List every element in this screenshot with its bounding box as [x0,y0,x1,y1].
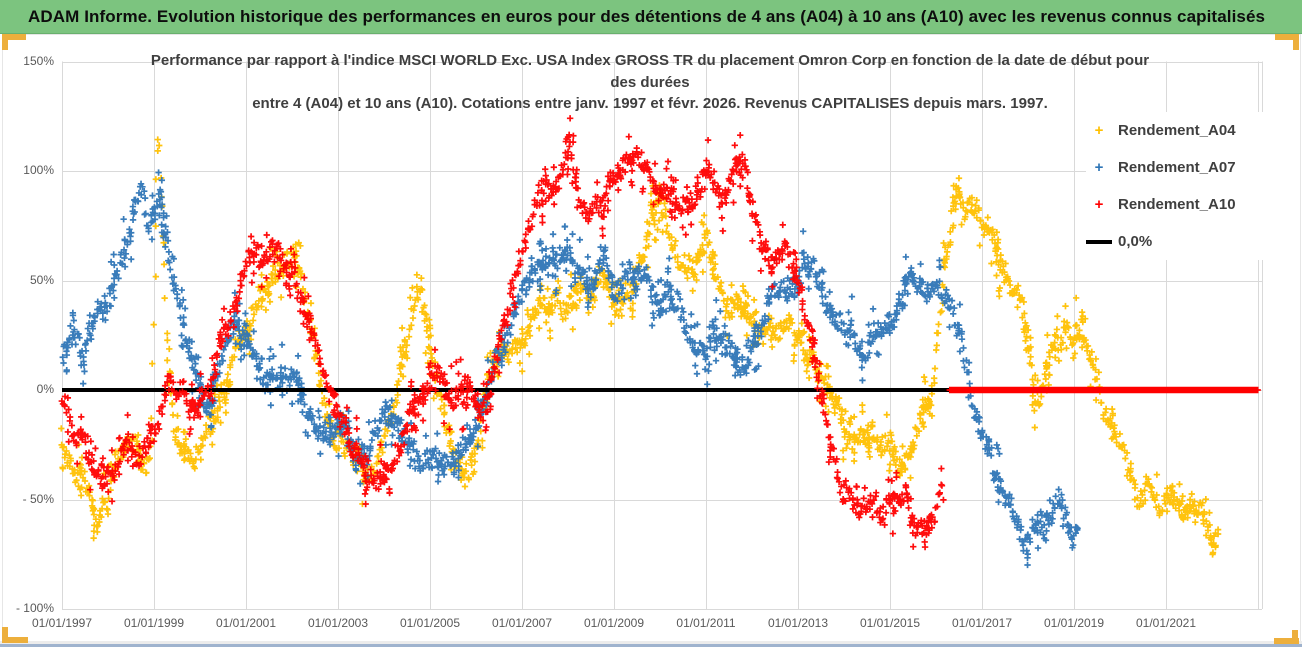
x-axis-label: 01/01/2003 [307,616,369,630]
legend-label: Rendement_A07 [1118,159,1236,176]
x-axis-label: 01/01/1999 [123,616,185,630]
legend-item-0-0-[interactable]: 0,0% [1086,223,1272,260]
x-axis-label: 01/01/2009 [583,616,645,630]
chart-title-line1: Performance par rapport à l'indice MSCI … [150,52,1150,91]
x-axis-label: 01/01/2011 [676,616,736,630]
selection-handle-bottom-left[interactable] [2,637,28,643]
y-axis-label: 100% [23,163,54,177]
y-axis-label: 150% [23,53,54,68]
selection-handle-bottom-left-v[interactable] [2,627,8,643]
bottom-edge-bar [0,641,1302,644]
legend-label: 0,0% [1118,233,1153,250]
bottom-edge-accent [0,644,1302,647]
zero-line-icon [1086,239,1112,244]
x-axis-label: 01/01/2021 [1135,616,1197,630]
y-axis-label: 0% [36,382,54,396]
legend-label: Rendement_A04 [1118,122,1236,139]
chart-title: Performance par rapport à l'indice MSCI … [150,50,1150,115]
plus-marker-icon: + [1094,196,1104,213]
plus-marker-icon: + [1094,159,1104,176]
x-axis-label: 01/01/2013 [767,616,829,630]
legend: + Rendement_A04 + Rendement_A07 + Rendement_A… [1086,112,1272,260]
selection-handle-bottom-right[interactable] [1274,638,1299,644]
x-axis-label: 01/01/2005 [399,616,461,630]
legend-item-rendement-a04[interactable]: + Rendement_A04 [1086,112,1272,149]
legend-item-rendement-a07[interactable]: + Rendement_A07 [1086,149,1272,186]
selection-handle-top-right[interactable] [1275,34,1299,40]
selection-handle-top-left-v[interactable] [2,34,8,50]
x-axis-label: 01/01/2001 [215,616,277,630]
x-axis-label: 01/01/2017 [951,616,1013,630]
y-axis-label: - 100% [15,601,54,615]
selection-handle-top-right-v[interactable] [1293,34,1299,50]
legend-label: Rendement_A10 [1118,196,1236,213]
y-axis-label: 50% [29,272,54,287]
plus-marker-icon: + [1094,122,1104,139]
x-axis-label: 01/01/2015 [859,616,921,630]
x-axis-label: 01/01/2007 [491,616,553,630]
x-axis-label: 01/01/2019 [1043,616,1105,630]
x-axis-label: 01/01/1997 [31,616,93,630]
chart-title-line2: entre 4 (A04) et 10 ans (A10). Cotations… [252,95,1048,112]
legend-item-rendement-a10[interactable]: + Rendement_A10 [1086,186,1272,223]
y-axis-label: - 50% [22,491,54,506]
selection-handle-top-left[interactable] [2,34,26,40]
selection-handle-bottom-right-v[interactable] [1292,630,1298,644]
